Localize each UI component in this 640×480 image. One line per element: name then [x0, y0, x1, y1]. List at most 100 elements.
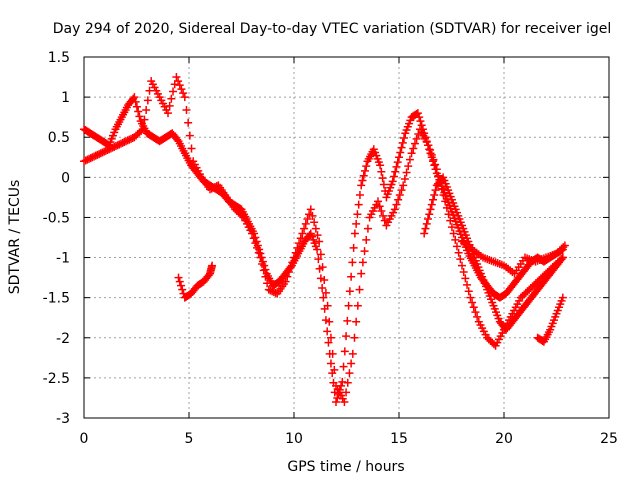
data-point — [263, 279, 272, 288]
data-point — [558, 253, 567, 262]
data-point — [259, 266, 268, 275]
x-tick-label: 15 — [390, 431, 408, 447]
data-point — [388, 177, 397, 186]
data-point — [400, 134, 409, 143]
data-point — [377, 167, 386, 176]
data-point — [468, 298, 477, 307]
data-point — [323, 301, 332, 310]
plot-frame — [83, 56, 610, 419]
data-point — [352, 219, 361, 228]
data-point — [350, 333, 359, 342]
data-point — [389, 172, 398, 181]
data-point — [392, 162, 401, 171]
data-point — [353, 210, 362, 219]
data-point — [315, 237, 324, 246]
data-point — [134, 107, 143, 116]
grid-lines — [84, 57, 609, 418]
data-point — [427, 150, 436, 159]
data-point — [451, 235, 460, 244]
data-point — [347, 359, 356, 368]
data-point — [421, 224, 430, 233]
data-point — [439, 190, 448, 199]
data-point — [374, 197, 382, 206]
data-point — [378, 174, 387, 183]
data-point — [415, 113, 424, 122]
data-point — [392, 200, 401, 209]
data-point — [394, 195, 403, 204]
data-point — [249, 234, 258, 243]
data-point — [326, 333, 335, 342]
y-tick-label: 0 — [61, 170, 70, 186]
data-point — [426, 146, 435, 155]
data-point — [348, 349, 357, 358]
data-point — [185, 131, 194, 140]
data-point — [404, 162, 413, 171]
data-point — [362, 162, 371, 171]
data-point — [145, 86, 154, 95]
data-point — [318, 284, 327, 293]
data-point — [409, 144, 418, 153]
data-point — [281, 277, 290, 286]
data-point — [143, 96, 152, 105]
data-point — [343, 316, 352, 325]
data-point — [291, 248, 300, 257]
data-point — [326, 359, 335, 368]
data-point — [323, 327, 332, 336]
y-axis-label: SDTVAR / TECUs — [7, 180, 23, 295]
data-point — [429, 195, 438, 204]
data-point — [402, 168, 411, 177]
x-tick-label: 10 — [285, 431, 303, 447]
data-point — [405, 155, 414, 164]
data-point — [430, 190, 439, 199]
data-point — [558, 293, 567, 302]
data-point — [342, 388, 351, 397]
data-point — [397, 186, 406, 195]
data-point — [314, 255, 323, 264]
data-point — [396, 148, 405, 157]
data-point — [313, 231, 322, 240]
data-point — [357, 269, 366, 278]
data-point — [466, 293, 475, 302]
data-point — [174, 77, 183, 86]
data-point — [560, 241, 569, 250]
data-point — [469, 303, 478, 312]
data-point — [430, 161, 439, 170]
data-point — [321, 288, 330, 297]
data-point — [442, 203, 451, 212]
data-point — [253, 243, 262, 252]
data-point — [461, 274, 470, 283]
data-point — [353, 301, 362, 310]
data-point — [178, 285, 187, 294]
data-point — [362, 235, 371, 244]
y-tick-label: -2.5 — [43, 371, 70, 387]
data-point — [328, 349, 337, 358]
data-point — [284, 267, 293, 276]
data-point — [306, 205, 315, 214]
data-point — [400, 174, 409, 183]
data-point — [175, 81, 184, 90]
data-point — [449, 229, 458, 238]
y-tick-label: -0.5 — [43, 210, 70, 226]
data-point — [256, 253, 265, 262]
data-point — [175, 277, 184, 286]
data-point — [313, 245, 322, 254]
data-point — [379, 211, 388, 220]
data-point — [296, 234, 305, 243]
data-point — [320, 276, 329, 285]
data-point — [398, 138, 407, 147]
data-point — [325, 317, 334, 326]
data-series — [458, 237, 569, 278]
data-point — [254, 248, 263, 257]
data-point — [248, 229, 256, 238]
y-tick-label: -1.5 — [43, 291, 70, 307]
data-point — [349, 243, 358, 252]
y-tick-label: 1.5 — [48, 50, 70, 66]
axis-ticks — [83, 56, 610, 419]
y-tick-labels: -3 -2.5 -2 -1.5 -1 -0.5 0 0.5 1 1.5 — [43, 50, 70, 427]
data-point — [339, 362, 348, 371]
data-point — [559, 243, 568, 252]
data-point — [311, 224, 320, 233]
data-point — [303, 215, 312, 224]
data-point — [283, 272, 292, 281]
data-series — [420, 173, 567, 334]
